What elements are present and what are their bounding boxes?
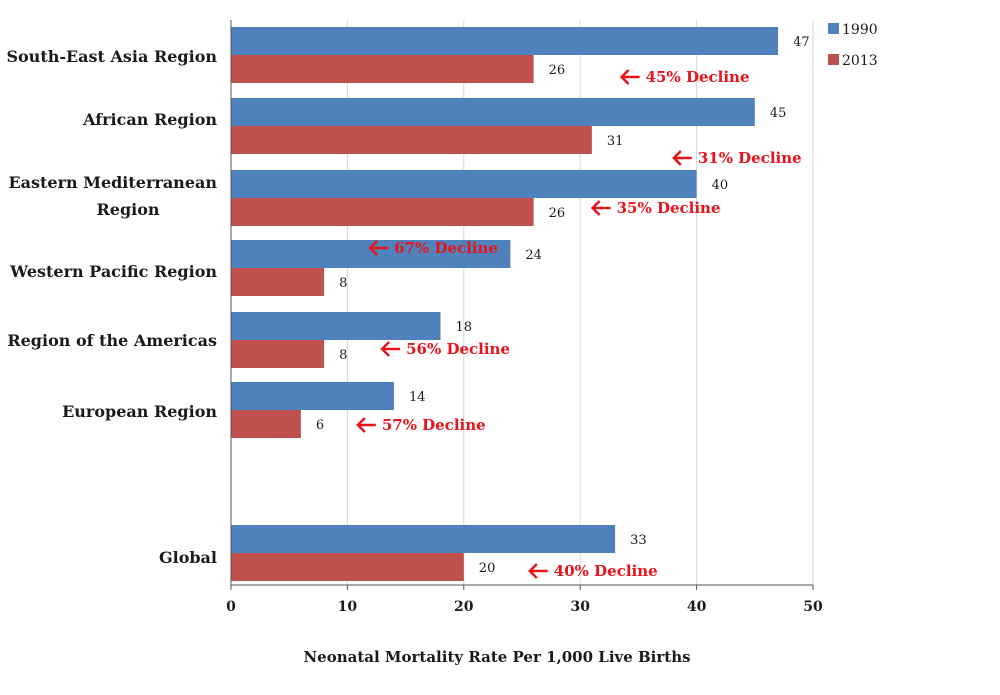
value-label: 47	[793, 35, 810, 50]
value-label: 26	[549, 206, 566, 221]
bar-2013	[231, 198, 534, 226]
bar-1990	[231, 382, 394, 410]
bar-2013	[231, 410, 301, 438]
labels: 47 26 South-East Asia Region 45% Decline 45 3…	[6, 35, 809, 580]
value-label: 14	[409, 390, 426, 405]
value-label: 18	[456, 320, 473, 335]
arrow-head	[368, 240, 379, 256]
decline-annotation: 67% Decline	[368, 239, 498, 257]
category-label: Western Pacific Region	[9, 262, 217, 281]
decline-label: 57% Decline	[382, 416, 486, 434]
value-label: 24	[525, 248, 542, 263]
value-label: 26	[549, 63, 566, 78]
x-tick-label: 30	[570, 599, 590, 615]
decline-label: 35% Decline	[617, 199, 721, 217]
decline-annotation: 45% Decline	[619, 68, 750, 86]
bar-2013	[231, 553, 464, 581]
category-label: African Region	[82, 110, 217, 129]
value-label: 45	[770, 106, 787, 121]
decline-annotation: 31% Decline	[672, 149, 802, 167]
decline-label: 56% Decline	[406, 340, 510, 358]
legend: 1990 2013	[828, 22, 878, 69]
category-label: Region of the Americas	[7, 331, 217, 350]
axes: 0 10 20 30 40 50	[226, 20, 823, 615]
arrow-head	[590, 200, 601, 216]
decline-annotation: 57% Decline	[356, 416, 486, 434]
legend-swatch-2013	[828, 54, 839, 65]
legend-label: 1990	[842, 22, 878, 38]
decline-label: 40% Decline	[554, 562, 658, 580]
arrow-head	[672, 150, 682, 166]
category-label: Eastern Mediterranean	[8, 173, 217, 192]
x-tick-label: 50	[803, 599, 823, 615]
category-label: South-East Asia Region	[6, 47, 217, 66]
decline-label: 45% Decline	[646, 68, 750, 86]
x-tick-label: 20	[454, 599, 474, 615]
legend-swatch-1990	[828, 23, 839, 34]
x-axis-label: Neonatal Mortality Rate Per 1,000 Live B…	[303, 648, 690, 666]
bar-1990	[231, 170, 697, 198]
value-label: 8	[339, 348, 347, 363]
bar-1990	[231, 525, 616, 553]
category-label: European Region	[62, 402, 217, 421]
bar-2013	[231, 55, 534, 83]
bar-2013	[231, 268, 325, 296]
decline-label: 31% Decline	[698, 149, 802, 167]
value-label: 33	[630, 533, 647, 548]
decline-annotation: 56% Decline	[380, 340, 510, 358]
arrow-head	[528, 563, 538, 579]
decline-annotation: 40% Decline	[528, 562, 658, 580]
value-label: 40	[712, 178, 729, 193]
x-tick-label: 10	[338, 599, 358, 615]
arrow-head	[356, 417, 366, 433]
bar-2013	[231, 126, 592, 154]
bar-1990	[231, 98, 755, 126]
arrow-head	[380, 341, 391, 357]
arrow-head	[619, 69, 630, 85]
bar-1990	[231, 312, 441, 340]
bars	[231, 27, 779, 581]
legend-label: 2013	[842, 53, 878, 69]
bar-2013	[231, 340, 325, 368]
category-label: Region	[96, 200, 159, 219]
bar-1990	[231, 240, 511, 268]
decline-label: 67% Decline	[394, 239, 498, 257]
bar-1990	[231, 27, 779, 55]
value-label: 6	[316, 418, 324, 433]
value-label: 31	[607, 134, 624, 149]
value-label: 8	[339, 276, 347, 291]
x-tick-label: 40	[687, 599, 707, 615]
x-tick-label: 0	[226, 599, 236, 615]
category-label: Global	[159, 548, 217, 567]
decline-annotation: 35% Decline	[590, 199, 721, 217]
value-label: 20	[479, 561, 496, 576]
